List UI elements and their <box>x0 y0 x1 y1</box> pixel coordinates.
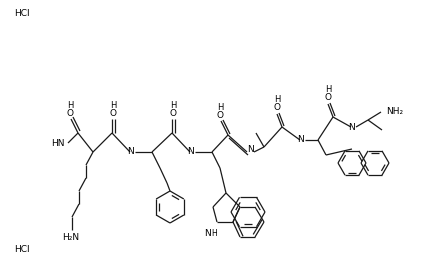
Text: H: H <box>274 94 280 104</box>
Text: O: O <box>274 103 281 111</box>
Text: O: O <box>110 109 116 117</box>
Text: H: H <box>170 100 176 110</box>
Text: NH₂: NH₂ <box>386 108 403 116</box>
Text: O: O <box>67 109 74 117</box>
Text: O: O <box>170 109 177 117</box>
Text: N: N <box>204 228 210 238</box>
Text: H: H <box>217 103 223 111</box>
Text: N: N <box>127 147 133 157</box>
Text: N: N <box>348 122 354 132</box>
Text: O: O <box>325 92 332 102</box>
Text: HN: HN <box>52 139 65 147</box>
Text: N: N <box>186 147 194 157</box>
Text: H: H <box>67 100 73 110</box>
Text: H: H <box>325 85 331 93</box>
Text: N: N <box>246 145 254 155</box>
Text: HCl: HCl <box>14 9 30 19</box>
Text: O: O <box>217 110 223 120</box>
Text: HCl: HCl <box>14 246 30 254</box>
Text: N: N <box>297 135 303 145</box>
Text: H₂N: H₂N <box>62 234 79 242</box>
Text: H: H <box>211 228 217 238</box>
Text: H: H <box>110 100 116 110</box>
